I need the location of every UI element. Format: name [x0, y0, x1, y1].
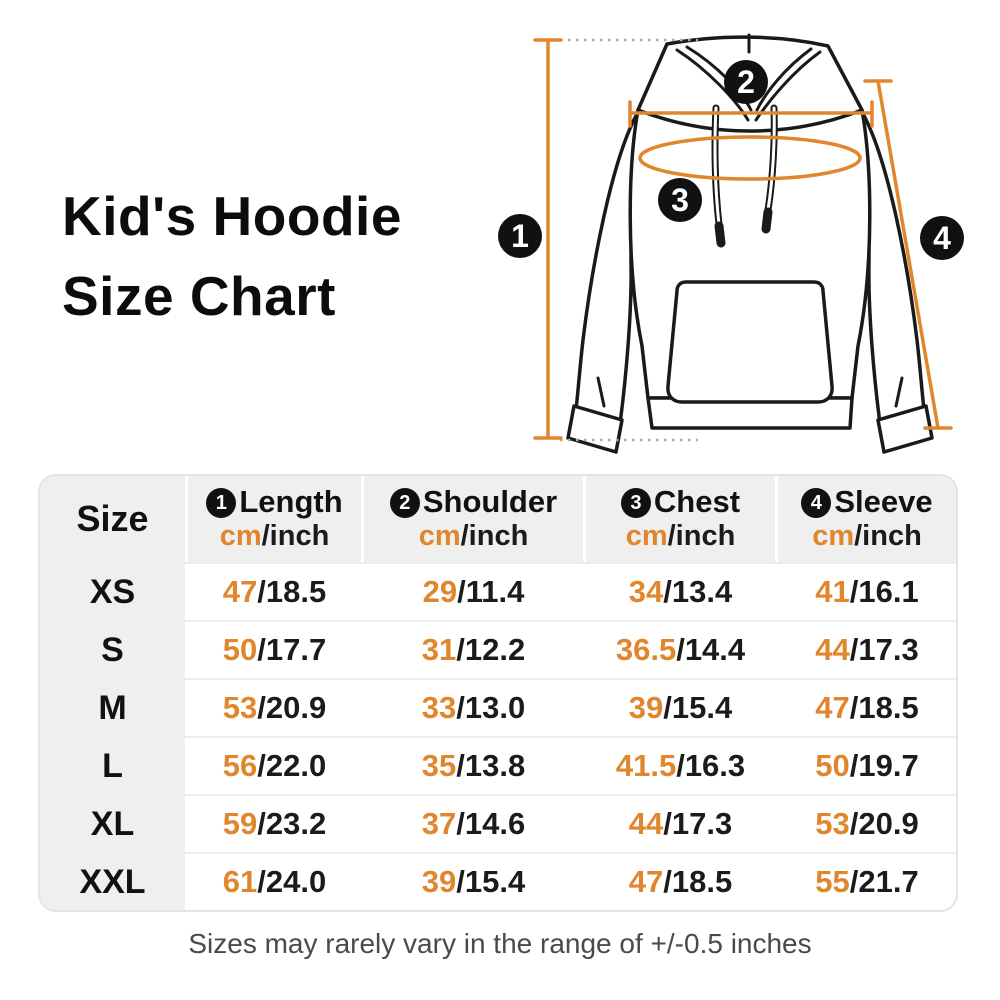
cuff-gather-right [894, 376, 904, 408]
value-cell: 35/13.8 [361, 738, 583, 794]
value-cell: 29/11.4 [361, 564, 583, 620]
column-header-chest: 3 Chest cm/inch [583, 476, 775, 562]
column-header-size: Size [40, 476, 185, 562]
hoodie-diagram: 1 2 3 4 [498, 33, 964, 454]
size-cell: XL [40, 796, 185, 852]
column-badge-1-icon: 1 [206, 487, 237, 518]
value-cell: 44/17.3 [775, 622, 956, 678]
table-body: XS 47/18.5 29/11.4 34/13.4 41/16.1 S 50/… [40, 562, 956, 910]
value-cell: 37/14.6 [361, 796, 583, 852]
badge-2-circle [724, 60, 768, 104]
table-row: L 56/22.0 35/13.8 41.5/16.3 50/19.7 [40, 736, 956, 794]
value-cell: 33/13.0 [361, 680, 583, 736]
badge-3-circle [658, 178, 702, 222]
value-cell: 50/19.7 [775, 738, 956, 794]
table-row: M 53/20.9 33/13.0 39/15.4 47/18.5 [40, 678, 956, 736]
badge-2-number: 2 [737, 64, 755, 100]
sleeve-measure-line [863, 79, 953, 430]
table-row: S 50/17.7 31/12.2 36.5/14.4 44/17.3 [40, 620, 956, 678]
page-title-line1: Kid's Hoodie [62, 185, 402, 247]
value-cell: 39/15.4 [583, 680, 775, 736]
value-cell: 56/22.0 [185, 738, 361, 794]
size-chart-table: Size 1 Length cm/inch 2 Shoulder cm/inch 3… [38, 474, 958, 912]
value-cell: 53/20.9 [185, 680, 361, 736]
badge-1-number: 1 [511, 218, 529, 254]
size-cell: L [40, 738, 185, 794]
badge-1-circle [498, 214, 542, 258]
size-cell: S [40, 622, 185, 678]
shoulder-measure-line [628, 100, 874, 128]
size-cell: XXL [40, 854, 185, 910]
column-badge-4-icon: 4 [801, 487, 832, 518]
length-measure-line [533, 38, 563, 440]
footnote: Sizes may rarely vary in the range of +/… [188, 928, 812, 959]
column-units: cm/inch [625, 520, 736, 553]
column-header-shoulder: 2 Shoulder cm/inch [361, 476, 583, 562]
table-row: XL 59/23.2 37/14.6 44/17.3 53/20.9 [40, 794, 956, 852]
column-units: cm/inch [812, 520, 922, 553]
column-badge-3-icon: 3 [620, 487, 651, 518]
column-header-sleeve: 4 Sleeve cm/inch [775, 476, 956, 562]
value-cell: 47/18.5 [185, 564, 361, 620]
size-cell: M [40, 680, 185, 736]
kangaroo-pocket [666, 280, 834, 404]
value-cell: 47/18.5 [583, 854, 775, 910]
value-cell: 39/15.4 [361, 854, 583, 910]
value-cell: 34/13.4 [583, 564, 775, 620]
value-cell: 55/21.7 [775, 854, 956, 910]
column-label: Shoulder [422, 484, 558, 520]
cuff-gather-left [596, 376, 606, 408]
value-cell: 53/20.9 [775, 796, 956, 852]
value-cell: 61/24.0 [185, 854, 361, 910]
value-cell: 31/12.2 [361, 622, 583, 678]
value-cell: 36.5/14.4 [583, 622, 775, 678]
value-cell: 41/16.1 [775, 564, 956, 620]
column-label: Sleeve [834, 484, 933, 520]
table-header-row: Size 1 Length cm/inch 2 Shoulder cm/inch 3… [40, 476, 956, 562]
value-cell: 50/17.7 [185, 622, 361, 678]
value-cell: 59/23.2 [185, 796, 361, 852]
measure-badges: 1 2 3 4 [498, 60, 964, 260]
column-units: cm/inch [418, 520, 529, 553]
column-badge-2-icon: 2 [389, 487, 420, 518]
chest-measure-ellipse [638, 135, 862, 181]
value-cell: 47/18.5 [775, 680, 956, 736]
badge-4-number: 4 [933, 220, 951, 256]
badge-4-circle [920, 216, 964, 260]
page-title-line2: Size Chart [62, 265, 336, 327]
column-units: cm/inch [219, 520, 330, 553]
size-cell: XS [40, 564, 185, 620]
column-header-length: 1 Length cm/inch [185, 476, 361, 562]
aglet-left [714, 221, 726, 248]
column-label: Chest [653, 484, 741, 520]
hood-inner-fold-right2 [755, 47, 813, 112]
column-label: Length [239, 484, 343, 520]
badge-3-number: 3 [671, 182, 689, 218]
value-cell: 41.5/16.3 [583, 738, 775, 794]
left-sleeve [574, 110, 640, 426]
table-row: XS 47/18.5 29/11.4 34/13.4 41/16.1 [40, 562, 956, 620]
aglet-right [761, 207, 773, 234]
page-title: Kid's Hoodie Size Chart [62, 176, 402, 336]
table-row: XXL 61/24.0 39/15.4 47/18.5 55/21.7 [40, 852, 956, 910]
value-cell: 44/17.3 [583, 796, 775, 852]
